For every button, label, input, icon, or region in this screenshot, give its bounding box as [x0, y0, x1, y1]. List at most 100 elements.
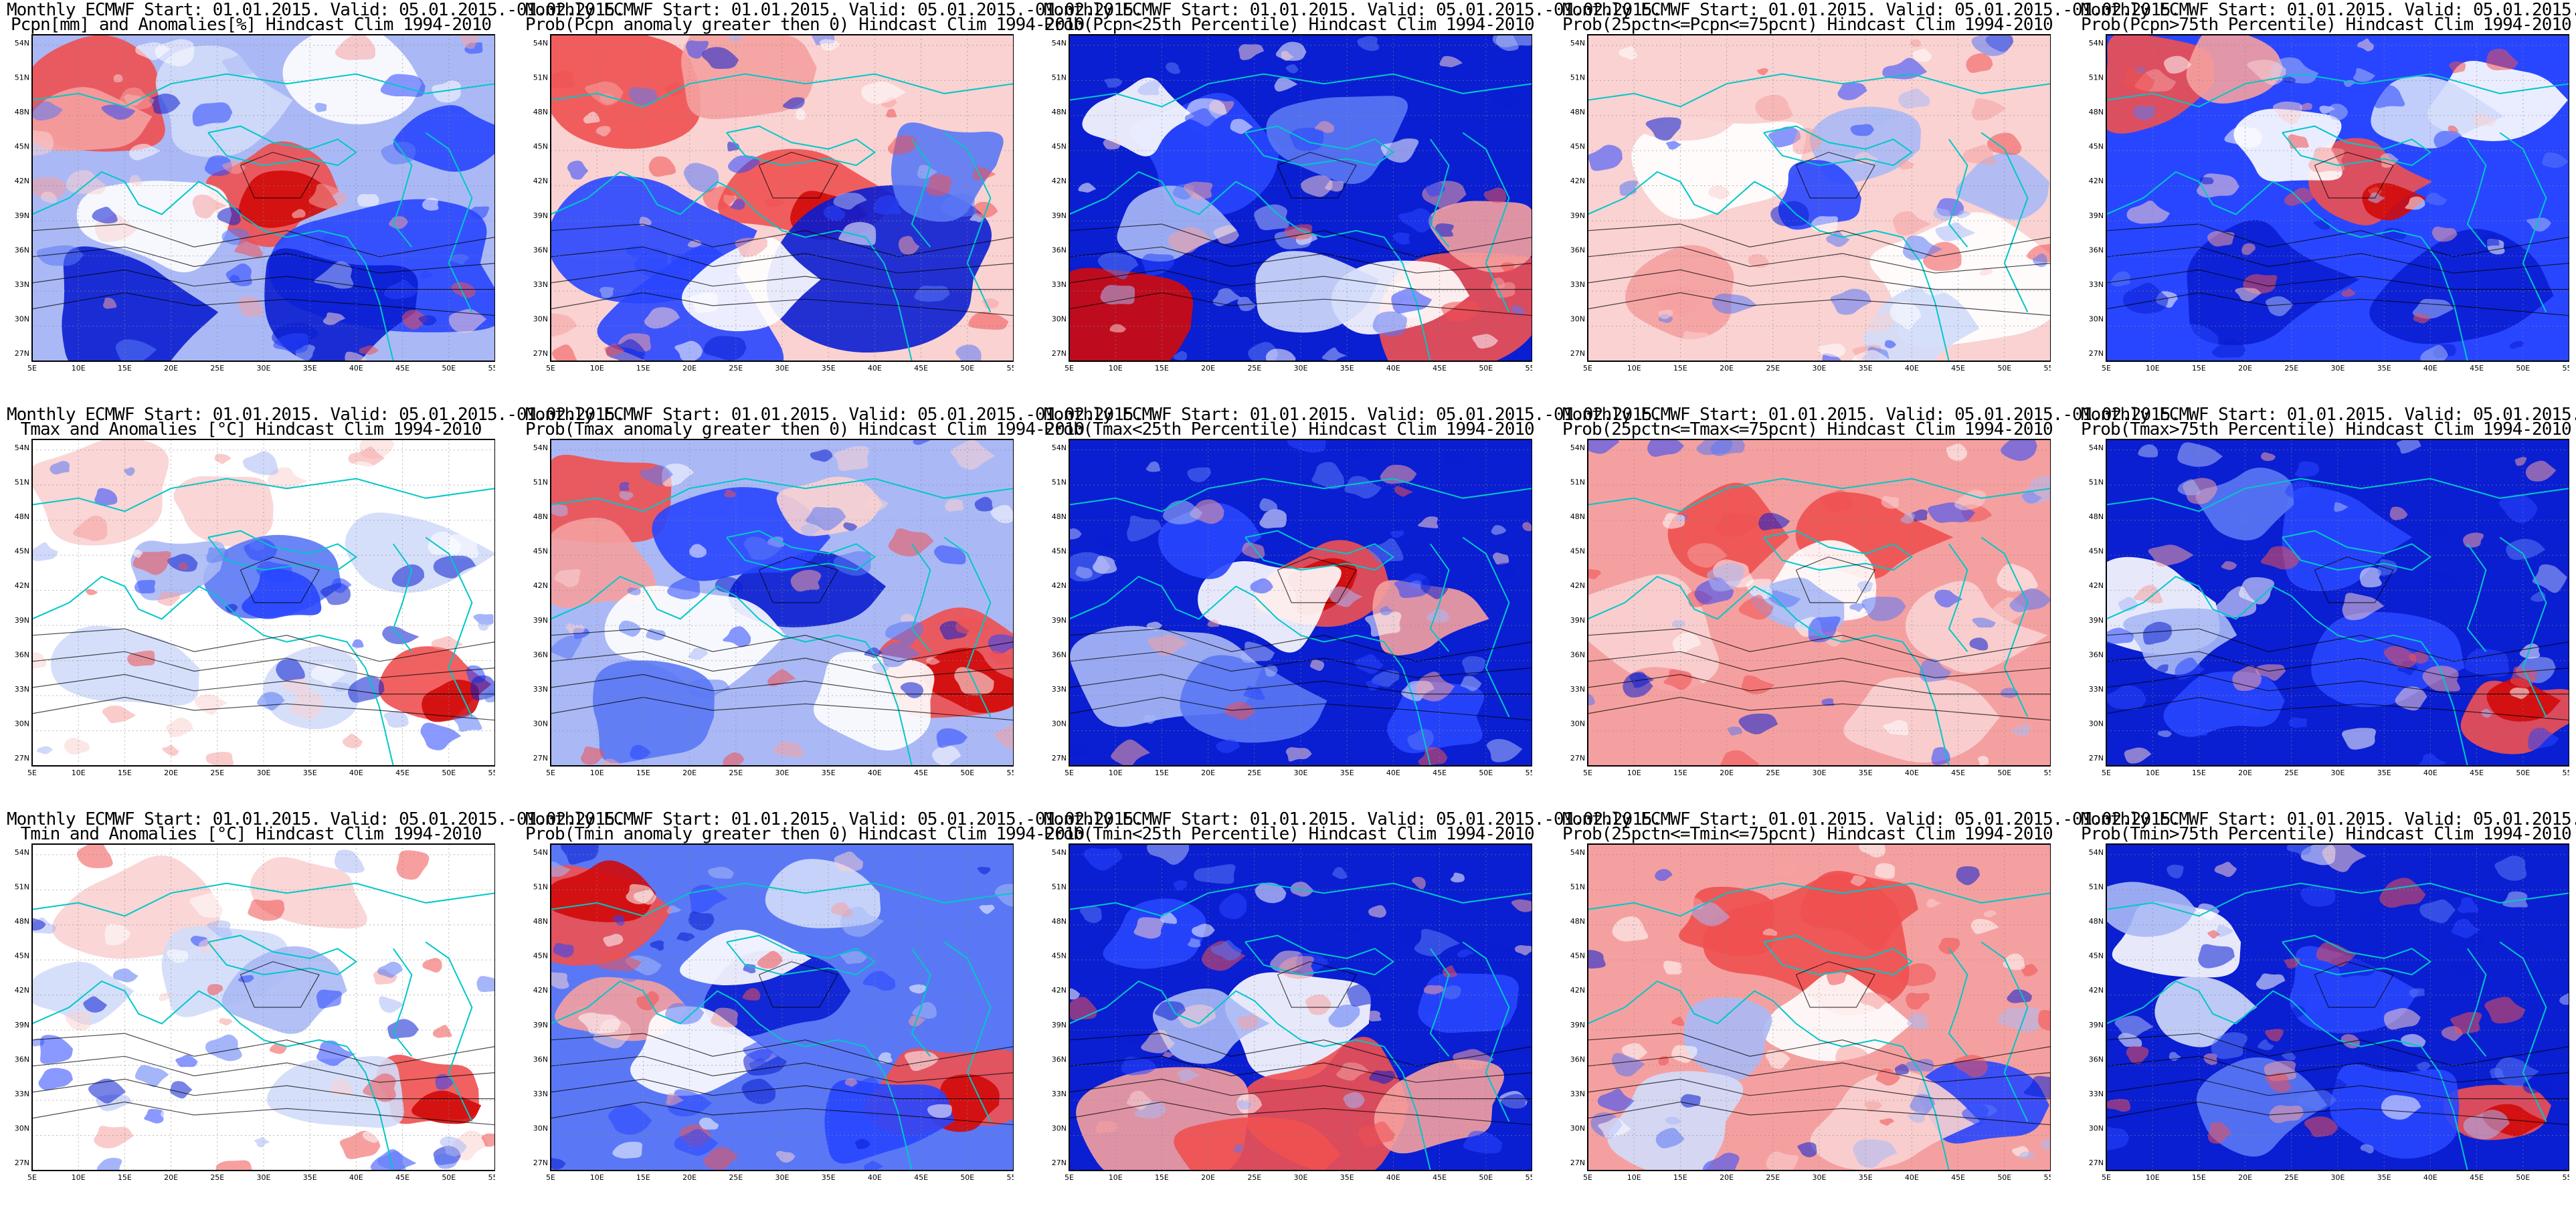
lat-tick-label: 45N [2089, 142, 2104, 151]
lon-tick-label: 45E [2470, 769, 2484, 776]
lon-tick-label: 35E [2377, 1173, 2391, 1181]
lat-tick-label: 33N [1052, 685, 1067, 694]
forecast-map: 27N 30N 33N 36N 39N 42N 45N 48N 51N 54N 5E 10E 15E 20… [15, 843, 495, 1181]
lat-tick-label: 30N [15, 1124, 29, 1132]
lat-tick-label: 39N [533, 1021, 548, 1029]
lat-tick-label: 54N [2089, 848, 2104, 857]
lon-tick-label: 55E [1007, 364, 1014, 371]
lat-tick-label: 39N [1570, 616, 1585, 625]
lon-tick-label: 10E [2146, 1173, 2160, 1181]
lon-tick-label: 55E [2563, 1173, 2569, 1181]
lon-tick-label: 15E [118, 1173, 132, 1181]
lat-tick-label: 54N [1570, 443, 1585, 452]
lon-tick-label: 40E [2423, 1173, 2437, 1181]
lon-tick-label: 55E [1007, 769, 1014, 776]
lat-tick-label: 36N [1570, 1055, 1585, 1064]
lon-tick-label: 15E [1155, 769, 1169, 776]
lon-tick-label: 15E [2192, 769, 2206, 776]
lon-tick-label: 30E [775, 364, 790, 371]
lat-tick-label: 42N [1570, 177, 1585, 185]
map-field [1588, 844, 2051, 1171]
contour-lines [32, 152, 495, 316]
lat-tick-label: 48N [15, 108, 29, 116]
lat-tick-label: 27N [2089, 1158, 2104, 1167]
contour-lines [1069, 152, 1532, 316]
lat-tick-label: 51N [1570, 74, 1585, 82]
lat-tick-label: 51N [533, 883, 548, 892]
lon-tick-label: 25E [2284, 1173, 2298, 1181]
forecast-panel: Monthly ECMWF Start: 01.01.2015. Valid: … [525, 809, 1143, 1214]
lon-tick-label: 5E [1583, 769, 1592, 776]
lat-tick-label: 42N [1052, 177, 1067, 185]
lon-tick-label: 10E [590, 364, 604, 371]
lat-tick-label: 39N [15, 616, 29, 625]
lat-tick-label: 36N [15, 245, 29, 254]
lat-tick-label: 36N [2089, 245, 2104, 254]
lat-tick-label: 48N [1052, 917, 1067, 926]
lat-tick-label: 45N [533, 142, 548, 151]
lon-tick-label: 25E [1247, 364, 1261, 371]
panel-subtitle: Prob(25pctn<=Tmax<=75pcnt) Hindcast Clim… [1562, 419, 2053, 439]
forecast-map: 27N 30N 33N 36N 39N 42N 45N 48N 51N 54N 5E 10E 15E 20… [1052, 34, 1532, 371]
lat-tick-label: 48N [1052, 512, 1067, 521]
panel-subtitle: Prob(Tmin<25th Percentile) Hindcast Clim… [1044, 824, 1535, 844]
lon-tick-label: 40E [868, 1173, 882, 1181]
lat-tick-label: 33N [2089, 1090, 2104, 1098]
lat-tick-label: 48N [15, 512, 29, 521]
lon-tick-label: 35E [1340, 364, 1354, 371]
lon-tick-label: 45E [2470, 1173, 2484, 1181]
lat-tick-label: 36N [2089, 1055, 2104, 1064]
lon-tick-label: 25E [1766, 364, 1780, 371]
lat-tick-label: 33N [1052, 280, 1067, 289]
forecast-map: 27N 30N 33N 36N 39N 42N 45N 48N 51N 54N 5E 10E 15E 20… [2089, 439, 2569, 776]
lon-tick-label: 50E [960, 769, 974, 776]
contour-lines [2106, 961, 2569, 1126]
lon-tick-label: 10E [590, 1173, 604, 1181]
lat-tick-label: 33N [533, 685, 548, 694]
lon-tick-label: 45E [1951, 769, 1965, 776]
lat-tick-label: 42N [2089, 986, 2104, 995]
lat-tick-label: 45N [2089, 547, 2104, 556]
lat-tick-label: 36N [1052, 245, 1067, 254]
lat-tick-label: 48N [533, 108, 548, 116]
lon-tick-label: 5E [2102, 364, 2111, 371]
lat-tick-label: 33N [1570, 280, 1585, 289]
lat-tick-label: 45N [1052, 142, 1067, 151]
lat-tick-label: 54N [533, 39, 548, 47]
panel-subtitle: Prob(Tmin>75th Percentile) Hindcast Clim… [2081, 824, 2572, 844]
lon-tick-label: 15E [1155, 1173, 1169, 1181]
lat-tick-label: 54N [15, 848, 29, 857]
lon-tick-label: 50E [960, 364, 974, 371]
lat-tick-label: 42N [533, 177, 548, 185]
lat-tick-label: 33N [1052, 1090, 1067, 1098]
lon-tick-label: 30E [775, 769, 790, 776]
lat-tick-label: 36N [2089, 650, 2104, 659]
lat-tick-label: 33N [1570, 685, 1585, 694]
lat-tick-label: 39N [1570, 211, 1585, 220]
lat-tick-label: 48N [15, 917, 29, 926]
lat-tick-label: 33N [1570, 1090, 1585, 1098]
lon-tick-label: 55E [488, 364, 495, 371]
lat-tick-label: 51N [15, 74, 29, 82]
lon-tick-label: 45E [1433, 1173, 1447, 1181]
panel-title: Monthly ECMWF Start: 01.01.2015. Valid: … [2081, 0, 2576, 20]
lat-tick-label: 42N [2089, 581, 2104, 590]
lon-tick-label: 20E [682, 769, 697, 776]
lat-tick-label: 30N [2089, 314, 2104, 323]
lon-tick-label: 30E [257, 769, 271, 776]
lat-tick-label: 36N [1570, 650, 1585, 659]
lat-tick-label: 42N [15, 177, 29, 185]
lat-tick-label: 27N [533, 349, 548, 358]
lon-tick-label: 15E [636, 364, 650, 371]
lon-tick-label: 15E [118, 364, 132, 371]
lat-tick-label: 39N [2089, 1021, 2104, 1029]
panel-subtitle: Prob(Pcpn<25th Percentile) Hindcast Clim… [1044, 15, 1535, 35]
lat-tick-label: 45N [2089, 952, 2104, 960]
contour-lines [551, 152, 1014, 316]
lat-tick-label: 36N [1052, 650, 1067, 659]
lon-tick-label: 15E [1673, 1173, 1687, 1181]
panel-subtitle: Tmax and Anomalies [°C] Hindcast Clim 19… [20, 419, 482, 439]
forecast-map: 27N 30N 33N 36N 39N 42N 45N 48N 51N 54N 5E 10E 15E 20… [15, 34, 495, 371]
lat-tick-label: 27N [1570, 1158, 1585, 1167]
